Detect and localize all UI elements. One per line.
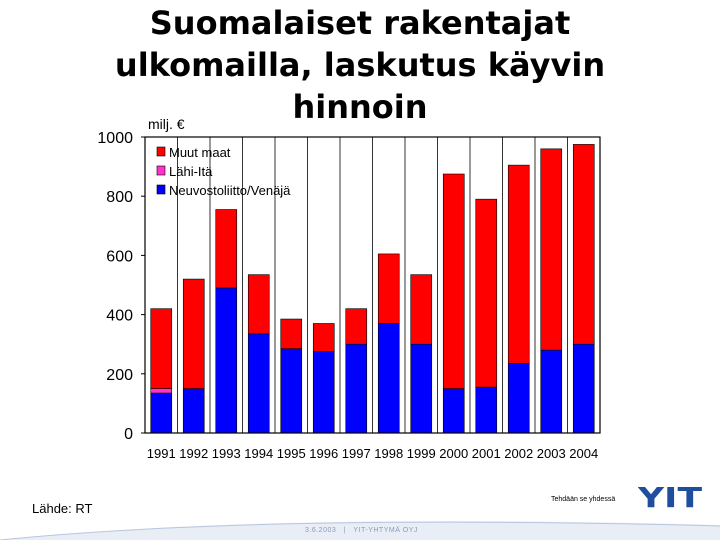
x-tick-label: 1991	[147, 446, 176, 461]
x-tick-label: 1995	[277, 446, 306, 461]
y-unit-label: milj. €	[148, 116, 185, 132]
bar-segment	[312, 351, 335, 434]
bar-segment	[312, 323, 335, 352]
bar-segment	[540, 349, 563, 434]
chart-title: Suomalaiset rakentajat ulkomailla, lasku…	[60, 2, 660, 128]
bar-segment	[182, 388, 205, 434]
source-note: Lähde: RT	[32, 501, 93, 516]
bar-segment	[540, 148, 563, 351]
footer-info: 3.6.2003 | YIT-YHTYMÄ OYJ	[305, 527, 418, 534]
y-tick-label: 0	[124, 426, 133, 443]
bar-segment	[442, 388, 465, 434]
bar-segment	[215, 209, 238, 289]
bar-segment	[150, 388, 173, 394]
y-tick-label: 200	[106, 367, 133, 384]
footer-date: 3.6.2003	[305, 527, 337, 534]
legend-swatch	[156, 184, 166, 195]
bar-segment	[150, 308, 173, 389]
title-line-3: hinnoin	[292, 88, 428, 126]
slogan-text: Tehdään se yhdessä	[551, 496, 616, 503]
bar-segment	[280, 348, 303, 434]
x-tick-label: 2004	[569, 446, 598, 461]
x-tick-label: 1994	[244, 446, 273, 461]
y-tick-label: 800	[106, 189, 133, 206]
x-tick-label: 1992	[179, 446, 208, 461]
plot-frame	[144, 136, 601, 434]
legend: Muut maat Lähi-Itä Neuvostoliitto/Venäjä	[156, 145, 291, 198]
x-tick-label: 1996	[309, 446, 338, 461]
footer-company: YIT-YHTYMÄ OYJ	[353, 527, 418, 534]
x-tick-label: 2003	[537, 446, 566, 461]
bar-segment	[345, 343, 368, 434]
yit-logo: YIT	[638, 482, 702, 510]
y-tick-label: 400	[106, 308, 133, 325]
legend-label: Muut maat	[169, 145, 231, 160]
footer-swoosh	[0, 521, 720, 540]
bar-segment	[507, 164, 530, 364]
bar-segment	[280, 318, 303, 349]
title-line-2: ulkomailla, laskutus käyvin	[114, 46, 606, 84]
bar-segment	[345, 308, 368, 345]
bar-segment	[475, 386, 498, 434]
bar-segment	[410, 274, 433, 345]
x-tick-label: 1999	[407, 446, 436, 461]
legend-swatch	[156, 165, 166, 176]
bar-segment	[572, 343, 595, 434]
x-tick-label: 1993	[212, 446, 241, 461]
bar-segment	[247, 333, 270, 434]
x-tick-label: 2001	[472, 446, 501, 461]
x-tick-label: 2000	[439, 446, 468, 461]
legend-label: Neuvostoliitto/Venäjä	[169, 183, 291, 198]
bar-segment	[507, 363, 530, 434]
bar-segment	[215, 287, 238, 434]
bar-segment	[572, 144, 595, 345]
x-tick-label: 1998	[374, 446, 403, 461]
x-tick-label: 2002	[504, 446, 533, 461]
yit-logo-text: YIT	[638, 482, 702, 510]
bar-segment	[182, 278, 205, 389]
footer-separator: |	[343, 527, 347, 534]
bar-segment	[475, 198, 498, 388]
y-tick-label: 600	[106, 248, 133, 265]
x-tick-label: 1997	[342, 446, 371, 461]
bar-segment	[442, 173, 465, 389]
bar-segment	[377, 323, 400, 434]
bar-segment	[377, 253, 400, 324]
bar-segment	[410, 343, 433, 434]
title-line-1: Suomalaiset rakentajat	[149, 4, 571, 42]
legend-swatch	[156, 146, 166, 157]
bar-segment	[150, 392, 173, 434]
legend-label: Lähi-Itä	[169, 164, 213, 179]
y-tick-label: 1000	[97, 130, 133, 147]
bar-segment	[247, 274, 270, 335]
